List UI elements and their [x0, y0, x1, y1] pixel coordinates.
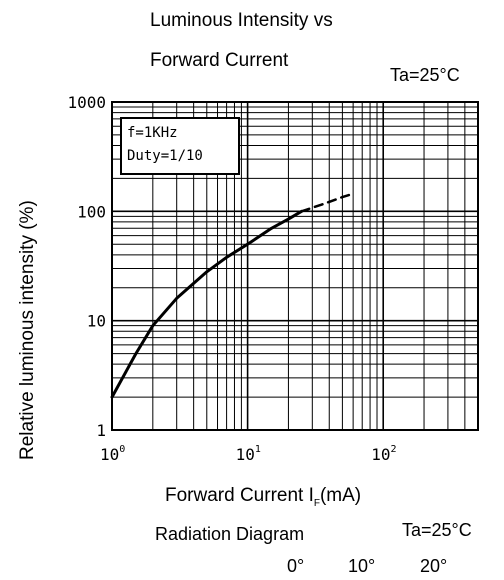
annotation-frequency: f=1KHz [127, 125, 178, 141]
chart-title-line2: Forward Current [150, 50, 289, 71]
y-tick-label-1000: 1000 [67, 93, 106, 112]
radiation-diagram-title: Radiation Diagram [155, 524, 305, 544]
y-tick-label-100: 100 [77, 202, 106, 221]
x-tick-label-0: 100 [100, 444, 125, 464]
series-line-dashed [300, 192, 355, 213]
series-line-solid [110, 209, 304, 399]
x-axis-label-subscript: F [313, 497, 320, 509]
angle-label-20: 20° [420, 556, 448, 576]
x-axis-label: Forward Current IF(mA) [165, 485, 361, 509]
plot-frame [111, 101, 479, 431]
temperature-condition: Ta=25°C [390, 65, 460, 85]
annotation-duty: Duty=1/10 [127, 148, 203, 164]
chart-title-line1: Luminous Intensity vs [150, 10, 333, 31]
x-axis-label-unit: (mA) [319, 485, 362, 506]
radiation-diagram-condition: Ta=25°C [402, 520, 472, 540]
y-tick-label-10: 10 [87, 312, 106, 331]
y-tick-label-1: 1 [96, 421, 106, 440]
angle-label-10: 10° [348, 556, 376, 576]
x-tick-label-2: 102 [371, 444, 396, 464]
angle-label-0: 0° [287, 556, 305, 576]
x-axis-label-text: Forward Current I [165, 485, 314, 506]
chart-annotation-box: f=1KHz Duty=1/10 [120, 117, 240, 175]
x-tick-label-1: 101 [236, 444, 261, 464]
